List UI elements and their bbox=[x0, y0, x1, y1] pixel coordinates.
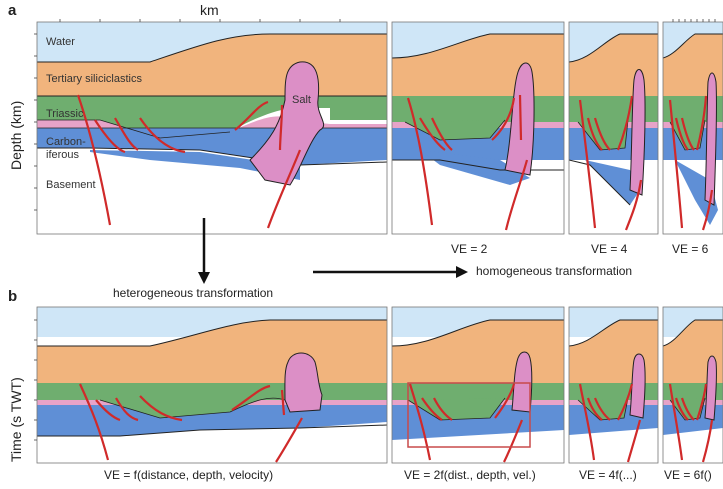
section-a-ve1 bbox=[37, 22, 387, 234]
layer-label-basement: Basement bbox=[46, 179, 96, 191]
heterogeneous-label: heterogeneous transformation bbox=[113, 286, 274, 300]
time-ticks bbox=[34, 319, 37, 441]
section-b-ve6 bbox=[663, 307, 723, 463]
section-a-ve2 bbox=[392, 22, 564, 234]
panel-b-letter: b bbox=[8, 288, 18, 305]
section-a-ve6 bbox=[663, 22, 723, 234]
layer-label-tertiary: Tertiary siliciclastics bbox=[46, 73, 142, 85]
section-b-ve4 bbox=[569, 307, 658, 463]
layer-label-water: Water bbox=[46, 36, 75, 48]
section-a-ve4 bbox=[569, 22, 658, 234]
x-axis-label: km bbox=[200, 2, 219, 18]
ve-formula-4: VE = 4f(...) bbox=[579, 468, 637, 482]
y-axis-label-time: Time (s TWT) bbox=[8, 377, 24, 462]
section-b-ve1 bbox=[37, 307, 387, 463]
panel-a-letter: a bbox=[8, 2, 17, 19]
ve-label-2: VE = 2 bbox=[451, 242, 488, 256]
layer-label-carboniferous-2: iferous bbox=[46, 149, 80, 161]
homogeneous-label: homogeneous transformation bbox=[476, 264, 633, 278]
layer-label-triassic: Triassic bbox=[46, 108, 84, 120]
heterogeneous-arrow bbox=[198, 218, 210, 284]
ve-formula-1: VE = f(distance, depth, velocity) bbox=[104, 468, 274, 482]
ve-formula-2: VE = 2f(dist., depth, vel.) bbox=[404, 468, 536, 482]
depth-ticks bbox=[34, 33, 37, 211]
km-ticks bbox=[59, 19, 341, 22]
layer-label-salt: Salt bbox=[292, 94, 311, 106]
ve-formula-6: VE = 6f() bbox=[664, 468, 712, 482]
ve-label-6: VE = 6 bbox=[672, 242, 709, 256]
ve-label-4: VE = 4 bbox=[591, 242, 628, 256]
layer-label-carboniferous-1: Carbon- bbox=[46, 136, 86, 148]
homogeneous-arrow bbox=[313, 266, 468, 278]
section-b-ve2 bbox=[392, 307, 564, 463]
fault-lines bbox=[76, 94, 302, 229]
y-axis-label-depth: Depth (km) bbox=[8, 100, 24, 170]
highlight-box bbox=[407, 382, 531, 448]
